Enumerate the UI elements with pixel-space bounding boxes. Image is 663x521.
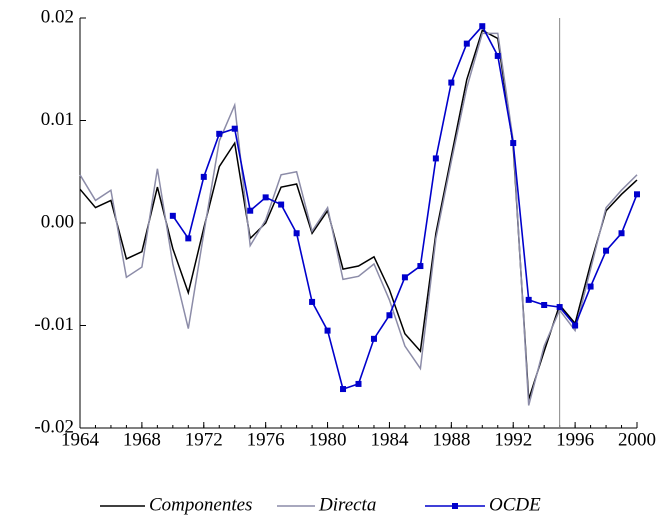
marker [262,194,269,201]
series-line [79,32,638,406]
y-tick-label: 0.01 [41,109,74,130]
legend-text: OCDE [489,494,541,515]
x-tick-label: 1964 [61,429,100,450]
x-tick-label: 1972 [185,429,223,450]
x-tick-label: 1968 [123,429,161,450]
marker [541,302,548,308]
marker [401,274,408,281]
marker [572,322,579,329]
marker [463,40,470,47]
marker [340,386,347,393]
series-line [79,29,638,400]
marker [386,312,393,319]
marker [510,140,517,147]
marker [432,155,439,162]
marker [448,79,455,86]
marker [556,304,563,311]
marker [525,296,532,303]
marker [587,283,594,290]
marker [370,335,377,342]
marker [324,327,331,334]
marker [618,230,625,237]
x-tick-label: 1996 [556,429,594,450]
marker [231,125,238,132]
x-tick-label: 1980 [309,429,347,450]
x-tick-label: 1988 [432,429,470,450]
marker [200,173,207,180]
marker [603,247,610,254]
legend-text: Componentes [149,494,252,515]
legend-marker [452,503,458,509]
marker [634,191,640,198]
marker [293,230,300,237]
x-tick-label: 2000 [618,429,656,450]
marker [169,212,176,219]
x-tick-label: 1984 [370,429,409,450]
y-tick-label: 0.02 [41,6,74,27]
marker [309,298,316,305]
marker [185,235,192,242]
x-tick-label: 1976 [247,429,285,450]
marker [417,263,424,270]
marker [479,23,486,30]
marker [216,130,223,137]
marker [278,201,285,208]
y-tick-label: -0.02 [34,416,74,437]
x-tick-label: 1992 [494,429,532,450]
legend-text: Directa [318,494,376,515]
y-tick-label: 0.00 [41,211,74,232]
y-tick-label: -0.01 [34,314,74,335]
marker [494,52,501,59]
marker [355,380,362,387]
marker [247,207,254,214]
